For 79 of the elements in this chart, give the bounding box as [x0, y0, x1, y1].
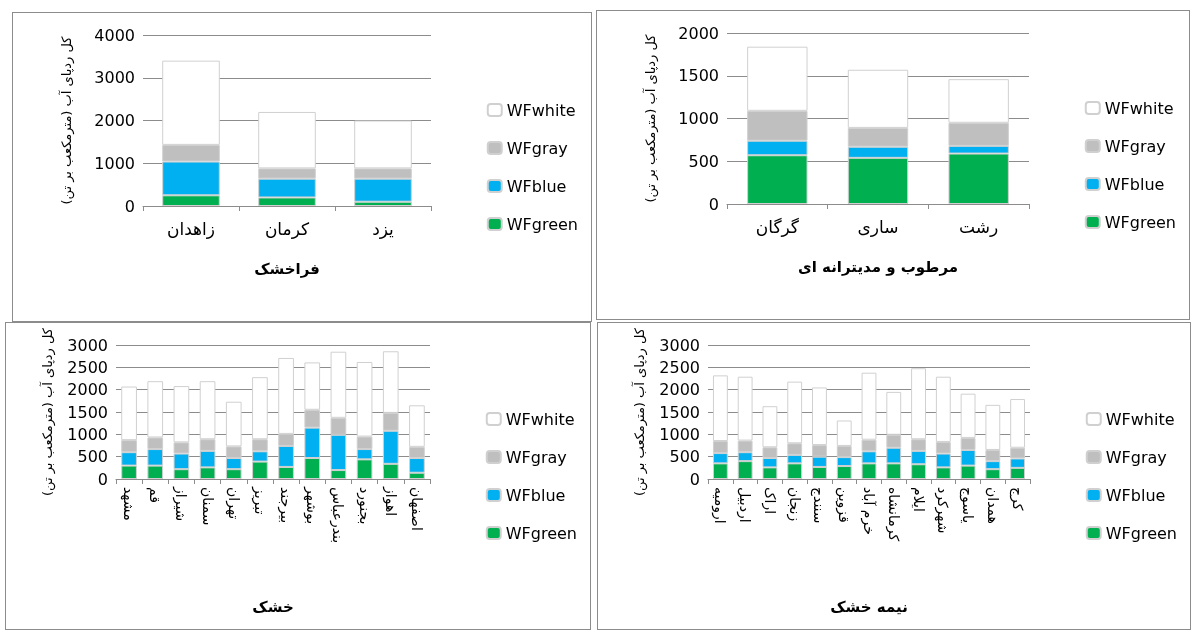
- y-tick-label: 0: [124, 196, 135, 216]
- x-tick-label: اصفهان: [407, 487, 425, 531]
- x-tick-label: بیرجند: [277, 487, 295, 524]
- y-tick-label: 500: [688, 151, 719, 171]
- x-tick-label: اردبیل: [736, 487, 754, 523]
- x-tick-label: یاسوج: [959, 487, 977, 524]
- x-tick-label: تبریز: [250, 486, 268, 515]
- y-tick-label: 3000: [67, 335, 108, 355]
- x-tick-label: خرم آباد: [860, 487, 877, 535]
- y-tick-label: 2000: [678, 23, 719, 43]
- x-tick-label: مشهد: [120, 487, 138, 521]
- x-tick-label: یزد: [372, 218, 395, 239]
- x-axis-title: نیمه خشک: [830, 597, 908, 616]
- legend-label: WFgray: [1105, 447, 1167, 467]
- x-tick-label: سمنان: [199, 487, 216, 526]
- x-tick-label: کرج: [1008, 487, 1026, 511]
- x-tick-label: بندرعباس: [329, 487, 347, 544]
- x-tick-label: همدان: [984, 487, 1001, 524]
- x-tick-label: تهران: [224, 487, 242, 520]
- x-tick-label: ایلام: [910, 487, 927, 512]
- legend-label: WFgreen: [505, 523, 577, 543]
- legend-label: WFgreen: [1105, 523, 1177, 543]
- y-tick-label: 1000: [94, 153, 135, 173]
- x-tick-label: اراک: [760, 487, 778, 515]
- y-tick-label: 3000: [94, 68, 135, 88]
- legend-label: WFgray: [1104, 136, 1166, 156]
- x-tick-label: قزوین: [835, 487, 853, 523]
- x-tick-label: کرمانشاه: [884, 487, 902, 542]
- y-tick-label: 500: [77, 447, 108, 467]
- y-axis-title: کل ردپای آب (مترمکعب بر تن): [58, 35, 75, 205]
- y-tick-label: 0: [708, 194, 719, 214]
- x-tick-label: ارومیه: [711, 487, 729, 524]
- y-tick-label: 4000: [94, 25, 135, 45]
- y-axis-title: کل ردپای آب (مترمکعب بر تن): [39, 327, 56, 497]
- x-tick-label: شهرکرد: [934, 487, 952, 534]
- x-tick-label: بجنورد: [355, 487, 373, 525]
- legend-label: WFgreen: [506, 214, 578, 234]
- x-axis-title: خشک: [252, 597, 294, 616]
- y-tick-label: 2000: [94, 111, 135, 130]
- x-tick-label: قم: [146, 487, 164, 504]
- x-tick-label: زاهدان: [166, 218, 216, 239]
- x-tick-label: ساری: [857, 216, 899, 237]
- x-tick-label: شیراز: [172, 486, 190, 522]
- legend-label: WFgray: [506, 138, 568, 158]
- legend-label: WFblue: [505, 485, 566, 505]
- y-tick-label: 1500: [67, 402, 108, 422]
- y-tick-label: 3000: [659, 335, 700, 355]
- y-tick-label: 1500: [659, 402, 700, 422]
- y-tick-label: 2500: [659, 357, 700, 377]
- legend-label: WFwhite: [1105, 409, 1175, 429]
- x-axis-title: مرطوب و مدیترانه ای: [797, 257, 959, 276]
- y-axis-title: کل ردپای آب (مترمکعب بر تن): [631, 327, 648, 497]
- legend-label: WFgray: [505, 447, 567, 467]
- x-axis-title: فراخشک: [254, 259, 320, 278]
- x-tick-label: گرگان: [755, 216, 800, 237]
- x-tick-label: رشت: [959, 216, 999, 237]
- legend-label: WFwhite: [505, 409, 575, 429]
- x-tick-label: بوشهر: [303, 486, 321, 525]
- x-tick-label: کرمان: [264, 218, 311, 239]
- y-axis-title: کل ردپای آب (مترمکعب بر تن): [642, 33, 659, 203]
- x-tick-label: سنندج: [810, 487, 828, 524]
- y-tick-label: 0: [97, 469, 108, 489]
- x-tick-label: زنجان: [785, 487, 803, 522]
- y-tick-label: 2000: [67, 380, 108, 400]
- y-tick-label: 0: [689, 469, 700, 489]
- y-tick-label: 2000: [659, 380, 700, 400]
- legend-label: WFblue: [1105, 485, 1166, 505]
- y-tick-label: 1000: [678, 109, 719, 128]
- legend-label: WFgreen: [1104, 212, 1176, 232]
- legend-label: WFwhite: [506, 100, 576, 120]
- y-tick-label: 1500: [678, 66, 719, 86]
- legend-label: WFwhite: [1104, 98, 1174, 118]
- y-tick-label: 1000: [659, 424, 700, 444]
- legend-label: WFblue: [506, 176, 567, 196]
- legend-label: WFblue: [1104, 174, 1165, 194]
- y-tick-label: 1000: [67, 424, 108, 444]
- y-tick-label: 2500: [67, 357, 108, 377]
- y-tick-label: 500: [669, 447, 700, 467]
- x-tick-label: اهواز: [381, 486, 399, 517]
